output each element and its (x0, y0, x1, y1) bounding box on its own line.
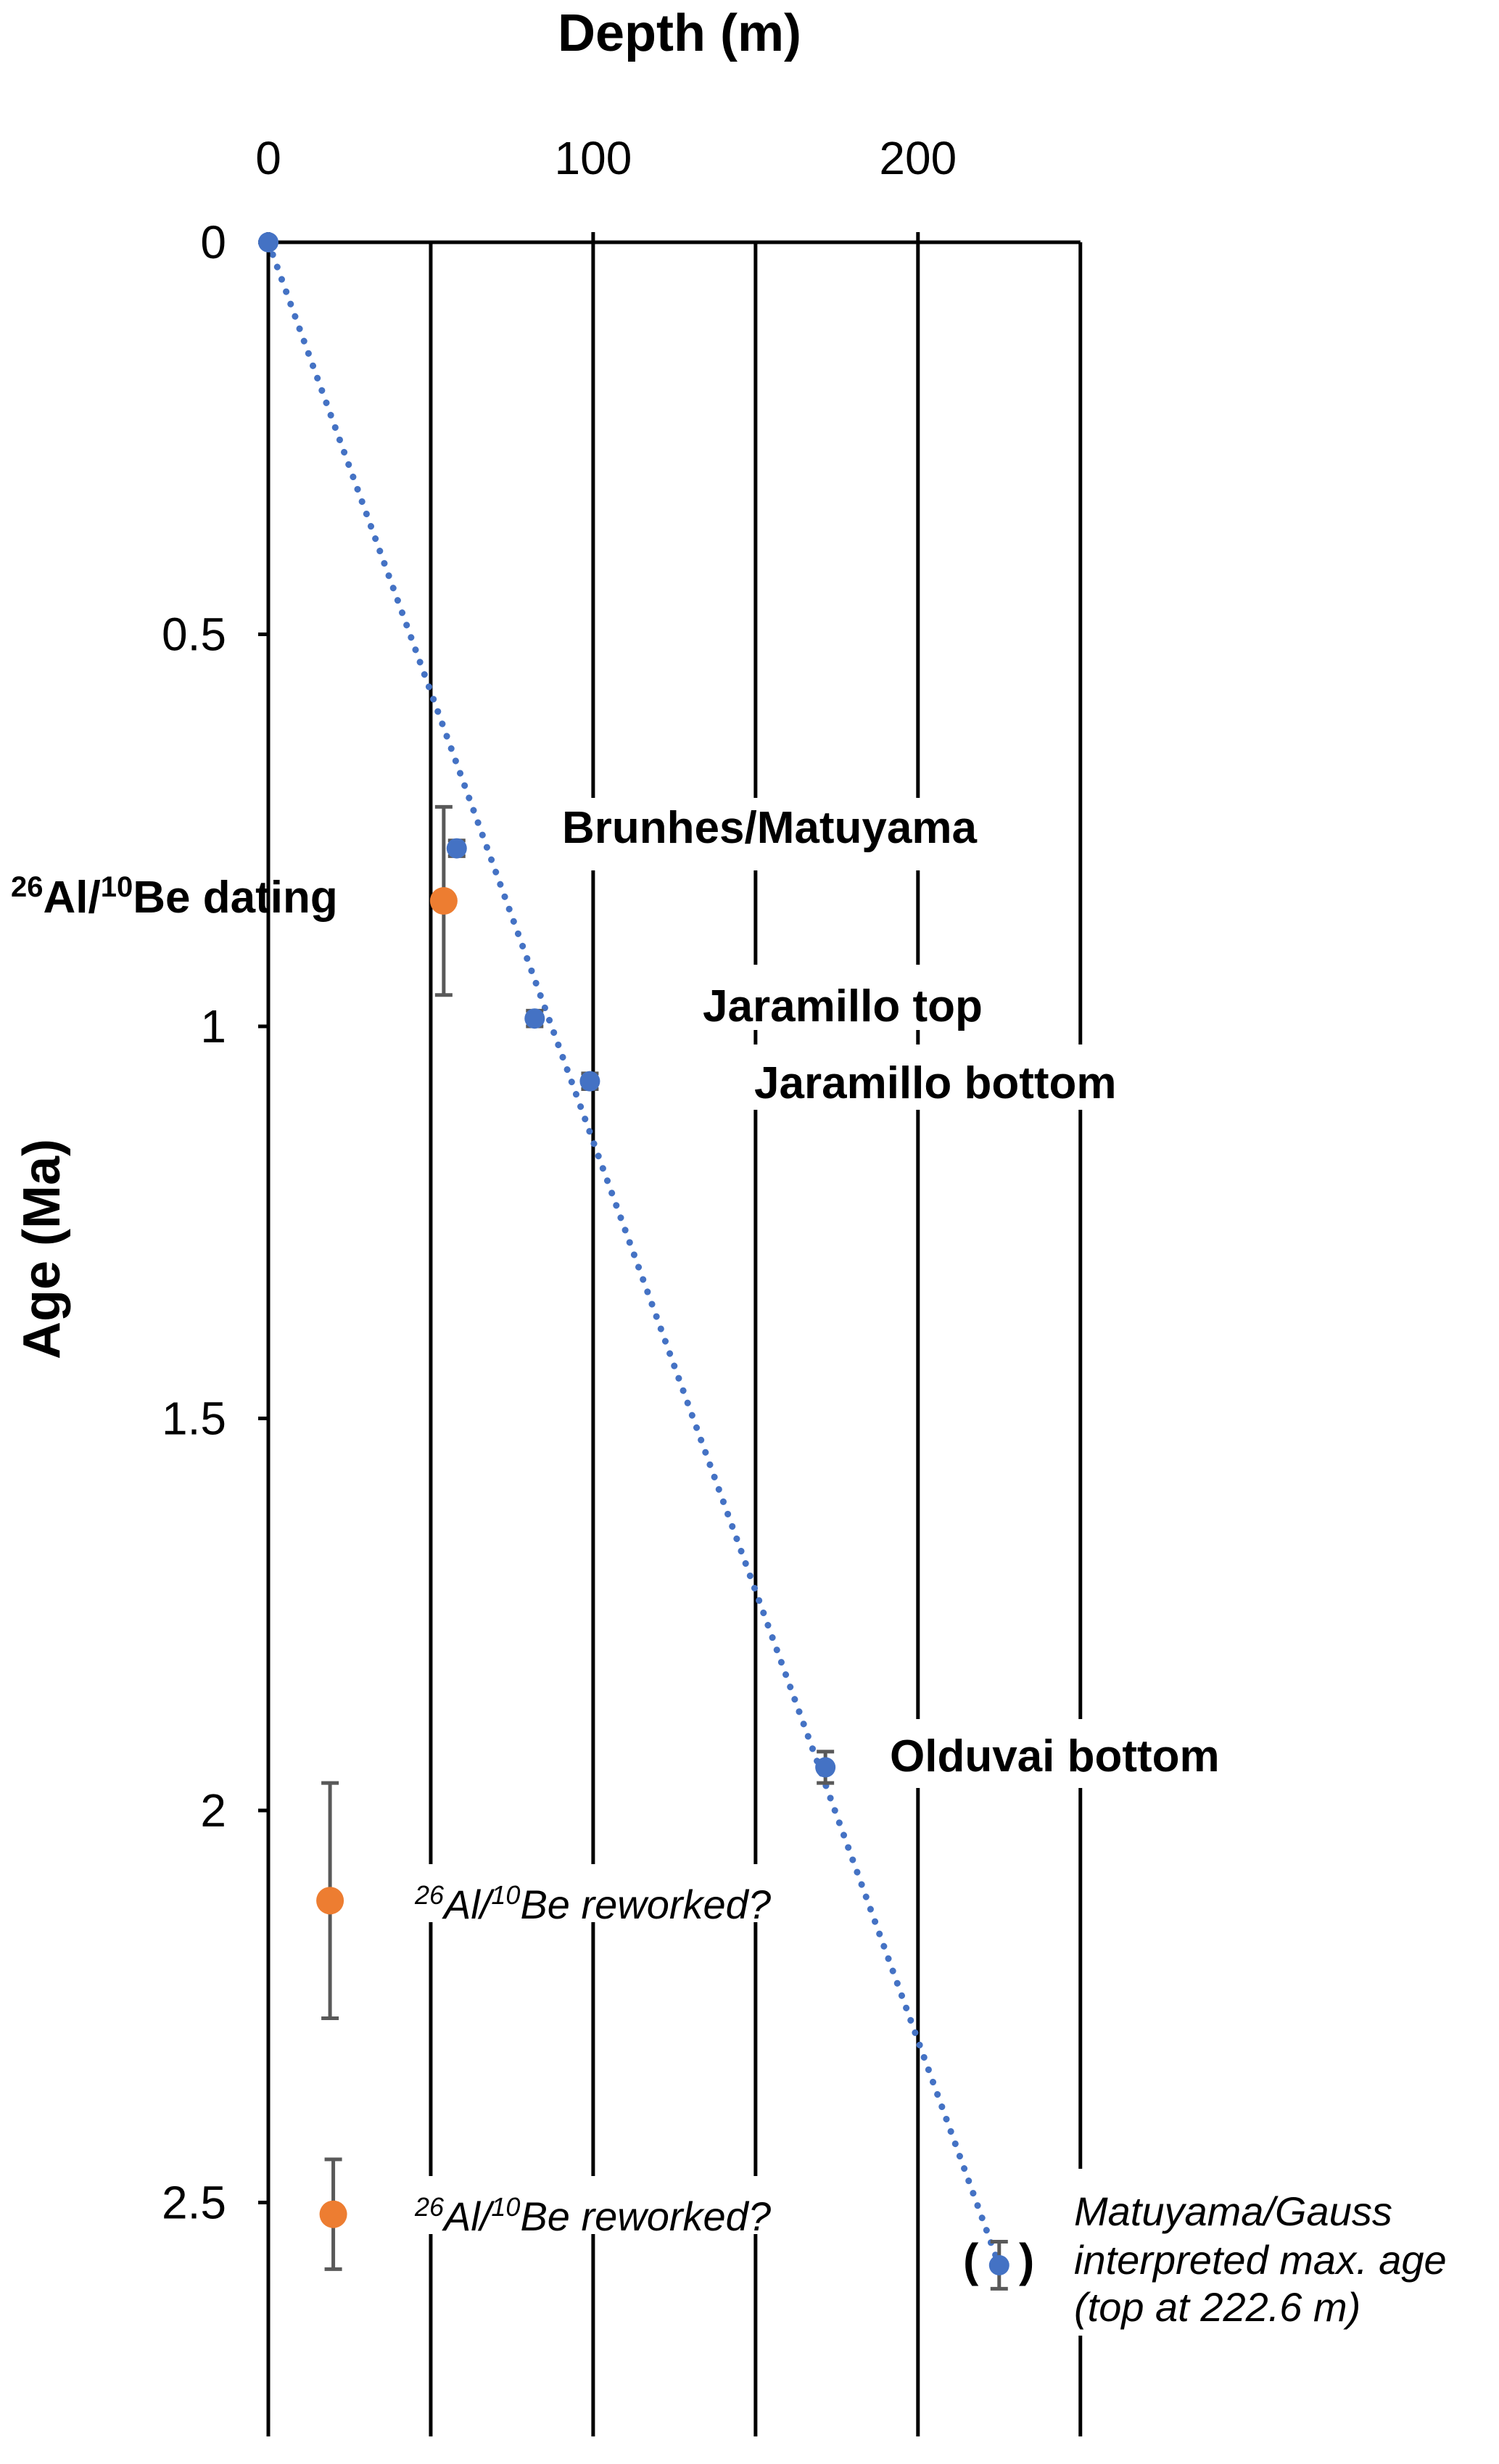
paren-close: ) (1019, 2234, 1034, 2286)
x-tick-label: 0 (255, 132, 281, 184)
paren-open: ( (963, 2234, 979, 2286)
paleomagnetic-point (446, 838, 467, 859)
cosmogenic-point (319, 2200, 347, 2228)
annotation-reworked-2: 26Al/10Be reworked? (414, 2192, 771, 2239)
x-tick-label: 200 (879, 132, 957, 184)
annotation-al-be-dating: 26Al/10Be dating (11, 871, 338, 923)
paleomagnetic-point (258, 232, 278, 252)
y-tick-label: 2 (200, 1784, 226, 1837)
cosmogenic-point (429, 887, 458, 915)
annotation-jaramillo-top: Jaramillo top (703, 981, 983, 1031)
trendline (265, 239, 1003, 2269)
y-tick-labels: 0 0.5 1 1.5 2 2.5 (162, 216, 226, 2229)
annotation-gauss-line2: interpreted max. age (1074, 2237, 1447, 2283)
y-tick-label: 0.5 (162, 609, 226, 661)
y-tick-label: 2.5 (162, 2177, 226, 2229)
paleomagnetic-point (988, 2254, 1009, 2275)
annotation-gauss-line3: (top at 222.6 m) (1074, 2284, 1360, 2330)
annotation-reworked-1: 26Al/10Be reworked? (414, 1880, 771, 1927)
annotation-olduvai-bottom: Olduvai bottom (890, 1731, 1220, 1781)
annotation-gauss-line1: Matuyama/Gauss (1074, 2188, 1392, 2234)
annotation-brunhes-matuyama: Brunhes/Matuyama (562, 803, 977, 853)
axes (258, 232, 1081, 2436)
x-tick-labels: 0 100 200 (255, 132, 957, 184)
y-tick-label: 0 (200, 216, 226, 268)
paleomagnetic-point (524, 1008, 545, 1029)
paleomagnetic-point (815, 1757, 836, 1778)
x-axis-title: Depth (m) (558, 4, 801, 62)
data-points (258, 232, 1009, 2291)
x-tick-label: 100 (555, 132, 632, 184)
paleomagnetic-point (579, 1071, 600, 1092)
trendline-path (265, 239, 1003, 2269)
cosmogenic-point (316, 1887, 344, 1915)
y-tick-label: 1.5 (162, 1393, 226, 1445)
gridlines (429, 242, 1083, 2436)
y-axis-title: Age (Ma) (13, 1139, 71, 1359)
annotation-jaramillo-bottom: Jaramillo bottom (754, 1058, 1117, 1108)
y-tick-label: 1 (200, 1000, 226, 1052)
